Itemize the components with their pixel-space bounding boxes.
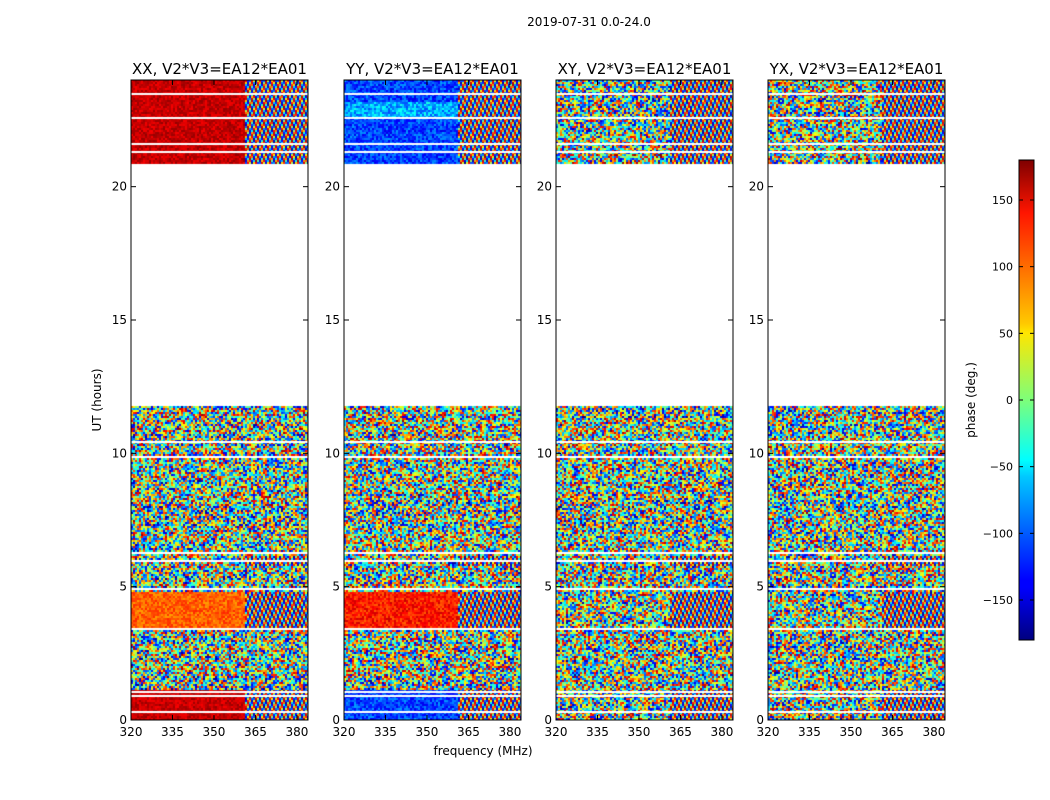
colorbar-tick-label: −150 [983, 594, 1013, 607]
panel-xx-title: XX, V2*V3=EA12*EA01 [132, 60, 307, 78]
x-tick-label: 380 [922, 725, 945, 739]
y-tick-label: 10 [112, 446, 127, 460]
y-tick-label: 5 [544, 580, 552, 594]
y-tick-label: 0 [332, 713, 340, 727]
panel-xx: XX, V2*V3=EA12*EA01 320 335 350 365 380 0 5 10 15… [112, 60, 309, 739]
panel-xx-frame [130, 79, 309, 721]
x-tick-label: 350 [416, 725, 439, 739]
y-tick-label: 20 [537, 180, 552, 194]
y-tick-label: 20 [112, 180, 127, 194]
x-tick-label: 335 [586, 725, 609, 739]
y-tick-label: 0 [756, 713, 764, 727]
panel-xy-frame [555, 79, 734, 721]
panel-yy-title: YY, V2*V3=EA12*EA01 [345, 60, 519, 78]
panel-yx-title: YX, V2*V3=EA12*EA01 [769, 60, 944, 78]
x-tick-label: 335 [374, 725, 397, 739]
x-tick-label: 350 [840, 725, 863, 739]
x-tick-label: 365 [244, 725, 267, 739]
figure-suptitle: 2019-07-31 0.0-24.0 [527, 15, 651, 29]
x-tick-label: 380 [498, 725, 521, 739]
y-tick-label: 15 [112, 313, 127, 327]
x-tick-label: 365 [457, 725, 480, 739]
x-tick-label: 365 [669, 725, 692, 739]
panel-xy: XY, V2*V3=EA12*EA01 320 335 350 365 380 0 5 10 15… [537, 60, 734, 739]
panel-yx-frame [767, 79, 946, 721]
panel-yy-frame [343, 79, 522, 721]
y-tick-label: 5 [119, 580, 127, 594]
colorbar-tick-label: 100 [992, 261, 1013, 274]
colorbar-tick-label: 150 [992, 194, 1013, 207]
panel-xy-heatmap [556, 80, 733, 720]
x-tick-label: 380 [710, 725, 733, 739]
x-tick-label: 380 [285, 725, 308, 739]
x-tick-label: 350 [628, 725, 651, 739]
y-tick-label: 5 [332, 580, 340, 594]
panel-yy-heatmap [344, 80, 521, 720]
colorbar: phase (deg.) 150 100 50 0 −50 −100 −150 [964, 159, 1035, 641]
y-tick-label: 15 [537, 313, 552, 327]
y-tick-label: 20 [325, 180, 340, 194]
panel-yx: YX, V2*V3=EA12*EA01 320 335 350 365 380 0 5 10 15… [749, 60, 946, 739]
x-tick-label: 365 [881, 725, 904, 739]
y-tick-label: 10 [537, 446, 552, 460]
y-tick-label: 10 [749, 446, 764, 460]
x-tick-label: 320 [120, 725, 143, 739]
panel-yx-heatmap [768, 80, 945, 720]
y-tick-label: 20 [749, 180, 764, 194]
x-axis-label: frequency (MHz) [433, 744, 532, 758]
panel-yy: YY, V2*V3=EA12*EA01 320 335 350 365 380 0 5 10 15… [325, 60, 522, 739]
colorbar-tick-label: −100 [983, 527, 1013, 540]
colorbar-gradient [1019, 160, 1034, 640]
colorbar-label: phase (deg.) [964, 362, 978, 438]
panels-group: XX, V2*V3=EA12*EA01 320 335 350 365 380 0 5 10 15… [112, 60, 946, 739]
y-tick-label: 15 [749, 313, 764, 327]
y-tick-label: 0 [119, 713, 127, 727]
x-tick-label: 320 [333, 725, 356, 739]
y-axis-label: UT (hours) [90, 368, 104, 431]
y-tick-label: 15 [325, 313, 340, 327]
x-tick-label: 320 [545, 725, 568, 739]
x-tick-label: 335 [798, 725, 821, 739]
panel-xx-heatmap [131, 80, 308, 720]
x-tick-label: 335 [161, 725, 184, 739]
colorbar-tick-label: 50 [999, 327, 1013, 340]
x-tick-label: 320 [757, 725, 780, 739]
y-tick-label: 0 [544, 713, 552, 727]
colorbar-tick-label: −50 [990, 461, 1013, 474]
colorbar-tick-label: 0 [1006, 394, 1013, 407]
y-tick-label: 5 [756, 580, 764, 594]
x-tick-label: 350 [203, 725, 226, 739]
y-tick-label: 10 [325, 446, 340, 460]
panel-xy-title: XY, V2*V3=EA12*EA01 [558, 60, 732, 78]
